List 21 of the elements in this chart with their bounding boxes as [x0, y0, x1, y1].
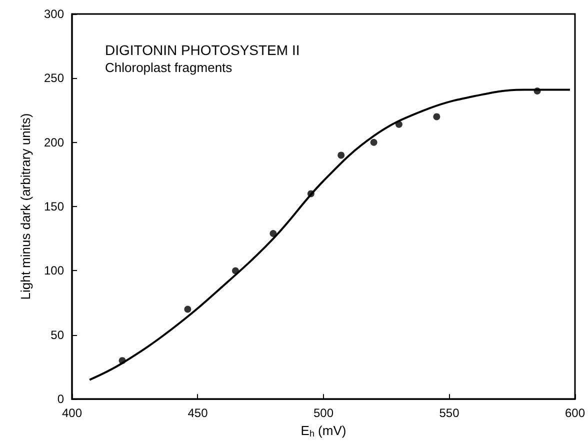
x-tick-label: 400: [62, 406, 82, 420]
y-tick-label: 100: [44, 264, 64, 278]
point: [270, 230, 277, 238]
point: [338, 152, 345, 159]
y-tick-label: 50: [50, 328, 64, 342]
x-tick-label: 450: [188, 406, 208, 420]
line-series: [88, 88, 571, 381]
point: [184, 306, 192, 313]
text: DIGITONIN PHOTOSYSTEM II: [105, 42, 300, 58]
point: [433, 113, 440, 120]
y-tick-label: 250: [44, 71, 64, 86]
x-tick-label: 600: [564, 406, 586, 420]
y-tick-label: 0: [57, 392, 64, 406]
y-tick-label: 300: [44, 7, 64, 21]
y-axis-title: Light minus dark (arbitrary units): [18, 113, 33, 300]
x-tick-label: 500: [313, 406, 334, 420]
point: [370, 138, 378, 146]
y-tick-label: 150: [44, 200, 64, 214]
text: Chloroplast fragments: [105, 60, 233, 75]
x-tick-label: 550: [439, 406, 460, 420]
y-tick-label: 200: [44, 135, 64, 150]
